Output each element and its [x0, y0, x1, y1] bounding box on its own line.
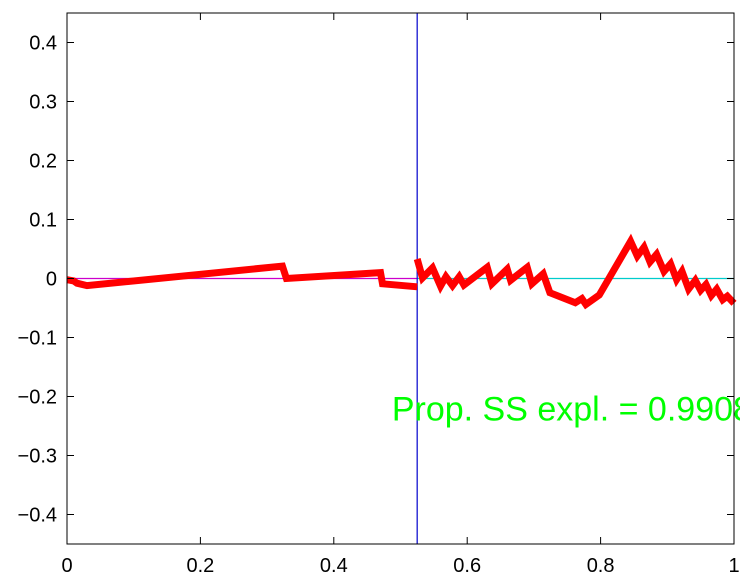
annotation-label: Prop. SS expl. = 0.99088	[392, 390, 740, 428]
plot-area: 0 0.2 0.4 0.6 0.8 1 0.4 0.3 0.2 0.1 0 −0.1 −0.2 −0.3 −…	[18, 12, 740, 577]
y-tick-label: −0.2	[18, 387, 57, 409]
x-tick-label: 0.8	[587, 555, 615, 577]
y-tick-label: 0	[46, 269, 57, 291]
x-tick-label: 0.6	[453, 555, 481, 577]
y-tick-label: 0.1	[29, 210, 57, 232]
y-tick-label: 0.4	[29, 33, 57, 55]
x-tick-label: 0.4	[320, 555, 348, 577]
x-tick-label: 0	[61, 555, 72, 577]
x-tick-label: 0.2	[186, 555, 214, 577]
y-tick-label: 0.3	[29, 92, 57, 114]
y-tick-label: −0.1	[18, 328, 57, 350]
y-tick-label: −0.3	[18, 446, 57, 468]
series-1-segment-1	[66, 262, 418, 291]
series-1-segment-2	[413, 233, 737, 310]
x-tick-label: 1	[728, 555, 739, 577]
y-tick-label: −0.4	[18, 505, 57, 527]
y-tick-label: 0.2	[29, 151, 57, 173]
